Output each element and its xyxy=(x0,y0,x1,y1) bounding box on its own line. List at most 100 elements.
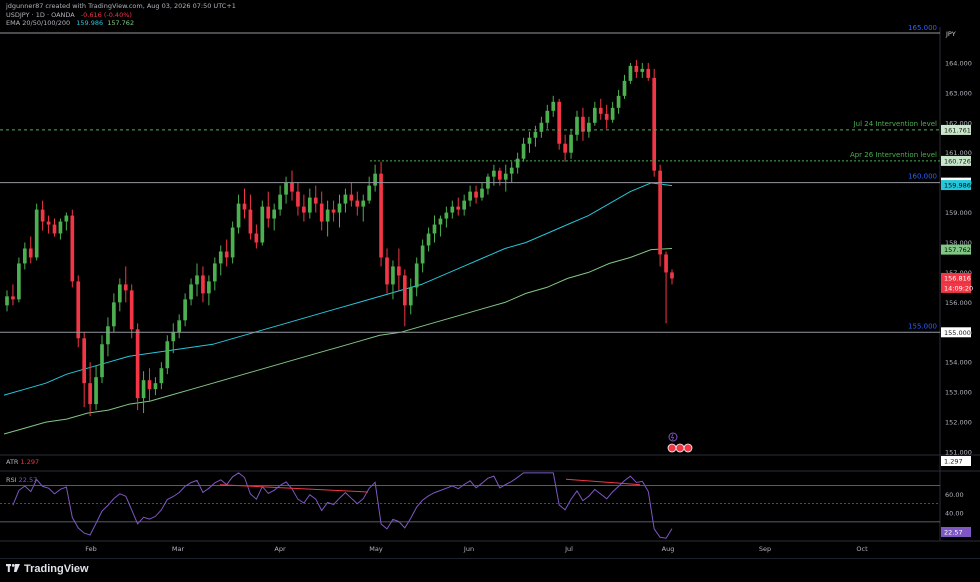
candle xyxy=(640,68,645,72)
candle xyxy=(100,344,104,378)
tag-ema200-bg xyxy=(941,244,971,255)
candle xyxy=(551,101,556,111)
candle xyxy=(646,68,651,78)
candle xyxy=(88,383,92,405)
atr-value: 1.297 xyxy=(20,458,40,466)
candle xyxy=(539,122,544,132)
atr-legend[interactable]: ATR 1.297 xyxy=(6,458,39,466)
candle xyxy=(236,203,241,228)
candle xyxy=(82,338,87,384)
candle xyxy=(456,206,461,210)
candle xyxy=(11,296,15,300)
candle xyxy=(652,77,657,171)
tag-apr26: 160.726 xyxy=(944,157,971,165)
price-tick-label: 151.000 xyxy=(945,449,972,457)
candle xyxy=(52,224,57,234)
chart-credit: jdgunner87 created with TradingView.com,… xyxy=(6,2,236,10)
month-label: Jun xyxy=(463,545,474,553)
candle xyxy=(355,200,360,207)
candle xyxy=(604,113,609,120)
candle xyxy=(212,263,217,282)
candle xyxy=(177,320,182,333)
price-tick-label: 159.000 xyxy=(945,209,972,217)
tag-rsi-bg xyxy=(941,527,971,537)
candle xyxy=(503,173,508,180)
symbol-name: USDJPY · 1D · OANDA xyxy=(6,11,75,19)
candle xyxy=(497,170,502,180)
candle xyxy=(628,65,633,81)
rsi-value: 22.57 xyxy=(18,476,38,484)
candles xyxy=(5,59,674,417)
atr-label: ATR xyxy=(6,458,19,466)
candle xyxy=(313,197,318,204)
currency-label: JPY xyxy=(946,30,956,38)
candle xyxy=(462,200,467,210)
ema-value-1: 159.986 xyxy=(76,19,104,27)
candle xyxy=(480,188,484,198)
ema-label: EMA 20/50/100/200 xyxy=(6,19,71,27)
candle xyxy=(159,368,164,384)
tag-ema100: 159.986 xyxy=(944,182,971,190)
price-tick-label: 158.000 xyxy=(945,239,972,247)
rsi-legend[interactable]: RSI 22.57 xyxy=(6,476,37,484)
candle xyxy=(129,290,134,330)
candle xyxy=(5,296,9,306)
candle xyxy=(414,263,419,288)
candle xyxy=(207,281,211,294)
candle xyxy=(373,173,377,186)
time-axis: Feb Mar Apr May Jun Jul Aug Sep Oct xyxy=(85,545,868,553)
tag-countdown-bg xyxy=(941,282,971,293)
candle xyxy=(325,209,330,222)
tag-jul24-bg xyxy=(941,124,971,135)
candle xyxy=(22,248,27,264)
candle xyxy=(521,143,526,159)
candle xyxy=(509,167,514,174)
candle xyxy=(343,194,348,204)
candle xyxy=(112,302,116,327)
level-apr26-label: Apr 26 Intervention level xyxy=(850,151,937,159)
tag-jul24: 161.761 xyxy=(944,126,971,134)
candle xyxy=(284,182,288,195)
candle xyxy=(438,218,443,225)
tag-atr-bg xyxy=(941,456,971,466)
ema-value-2: 157.762 xyxy=(107,19,135,27)
candle xyxy=(670,272,674,279)
candle xyxy=(94,377,98,405)
rsi-line xyxy=(12,472,673,539)
month-label: Feb xyxy=(85,545,97,553)
price-tick-label: 152.000 xyxy=(945,419,972,427)
ema-legend[interactable]: EMA 20/50/100/200 159.986 157.762 xyxy=(6,19,138,27)
candle xyxy=(492,170,496,177)
candle xyxy=(545,110,550,123)
candle xyxy=(201,275,205,294)
candle xyxy=(195,275,199,285)
symbol-legend[interactable]: USDJPY · 1D · OANDA -0.616 (-0.40%) xyxy=(6,11,136,19)
candle xyxy=(664,254,668,273)
footer-bar xyxy=(0,558,980,582)
price-tick-label: 163.000 xyxy=(945,89,972,97)
candle xyxy=(533,131,538,138)
month-label: Apr xyxy=(274,545,286,553)
price-change: -0.616 (-0.40%) xyxy=(80,11,132,19)
candle xyxy=(296,191,300,207)
price-tick-label: 161.000 xyxy=(945,149,972,157)
candle xyxy=(397,266,401,276)
economic-event-icon xyxy=(675,443,685,453)
candle xyxy=(557,101,562,144)
rsi-label: RSI xyxy=(6,476,17,484)
tag-155-bg xyxy=(941,327,971,338)
candle xyxy=(319,203,324,222)
price-tick-label: 164.000 xyxy=(945,59,972,67)
candle xyxy=(141,380,146,399)
month-label: Mar xyxy=(172,545,185,553)
tag-ema200: 157.762 xyxy=(944,246,971,254)
price-tick-label: 153.000 xyxy=(945,389,972,397)
candle xyxy=(563,143,567,153)
candle xyxy=(34,209,39,258)
candle xyxy=(123,284,128,291)
candle xyxy=(444,212,449,219)
candle xyxy=(302,206,306,213)
rsi-divergence-line-1 xyxy=(219,484,369,493)
